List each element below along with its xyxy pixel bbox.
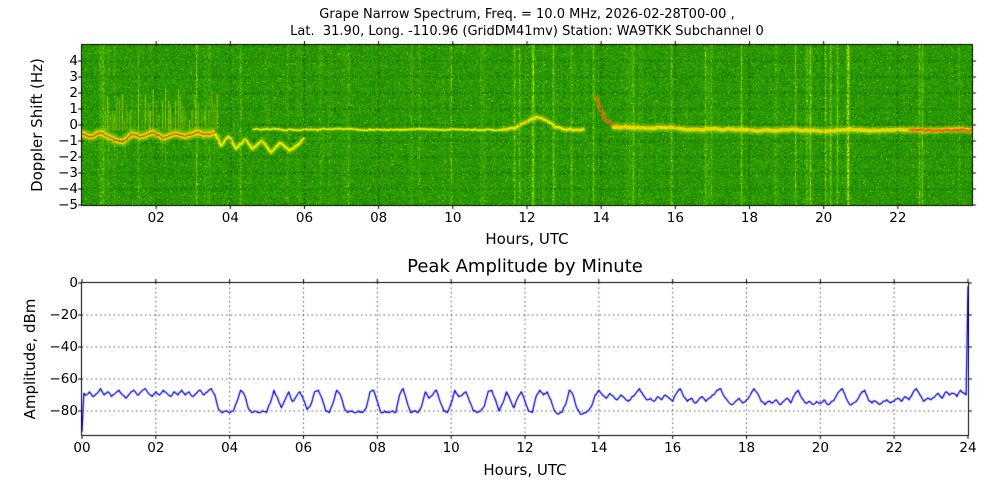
amplitude-xtick-label: 22 [885,440,903,456]
amplitude-xtick-label: 06 [294,440,313,456]
amplitude-xtick-label: 16 [664,440,682,456]
amplitude-xtick-label: 14 [590,440,608,456]
amplitude-plot-area [77,278,973,440]
amplitude-ytick-label: −20 [49,307,79,323]
spectrogram-ytick-label: −5 [58,197,78,213]
amplitude-xtick-label: 18 [737,440,756,456]
amplitude-xtick-label: 10 [442,440,460,456]
spectrogram-ytick-label: 4 [69,53,78,69]
spectrogram-ytick-label: −4 [58,181,78,197]
amplitude-xtick-label: 24 [959,440,977,456]
amplitude-ytick-label: −80 [49,403,79,419]
spectrogram-title-line1: Grape Narrow Spectrum, Freq. = 10.0 MHz,… [319,7,735,22]
spectrogram-xlabel: Hours, UTC [485,230,569,248]
amplitude-ytick-label: −60 [49,371,79,387]
amplitude-xtick-label: 04 [221,440,239,456]
spectrogram-ytick-label: −2 [58,149,78,165]
spectrogram-xtick-label: 06 [295,210,314,226]
amplitude-xlabel: Hours, UTC [483,461,567,479]
spectrogram-ytick-label: 0 [69,117,78,133]
spectrogram-ytick-label: −3 [58,165,78,181]
amplitude-ylabel: Amplitude, dBm [21,298,39,420]
spectrogram-xtick-label: 14 [592,210,610,226]
spectrogram-xtick-label: 12 [518,210,536,226]
spectrogram-xtick-label: 16 [666,210,684,226]
spectrogram-xtick-label: 08 [370,210,388,226]
amplitude-xtick-label: 20 [811,440,829,456]
spectrogram-xtick-label: 02 [147,210,165,226]
amplitude-title: Peak Amplitude by Minute [407,256,643,277]
amplitude-ytick-label: 0 [69,275,78,291]
amplitude-xtick-label: 08 [368,440,386,456]
spectrogram-xtick-label: 04 [221,210,239,226]
spectrogram-title-line2: Lat. 31.90, Long. -110.96 (GridDM41mv) S… [290,24,764,39]
spectrogram-xtick-label: 10 [444,210,462,226]
spectrogram-ytick-label: 3 [69,69,78,85]
amplitude-xtick-label: 02 [147,440,165,456]
spectrogram-ytick-label: 1 [69,101,78,117]
spectrogram-xtick-label: 18 [740,210,759,226]
spectrogram-ytick-label: 2 [69,85,78,101]
amplitude-xtick-label: 12 [516,440,534,456]
spectrogram-ytick-label: −1 [58,133,78,149]
amplitude-ytick-label: −40 [49,339,79,355]
amplitude-xtick-label: 00 [73,440,91,456]
spectrogram-plot-area [77,40,977,210]
spectrogram-xtick-label: 20 [815,210,833,226]
spectrogram-xtick-label: 22 [889,210,907,226]
